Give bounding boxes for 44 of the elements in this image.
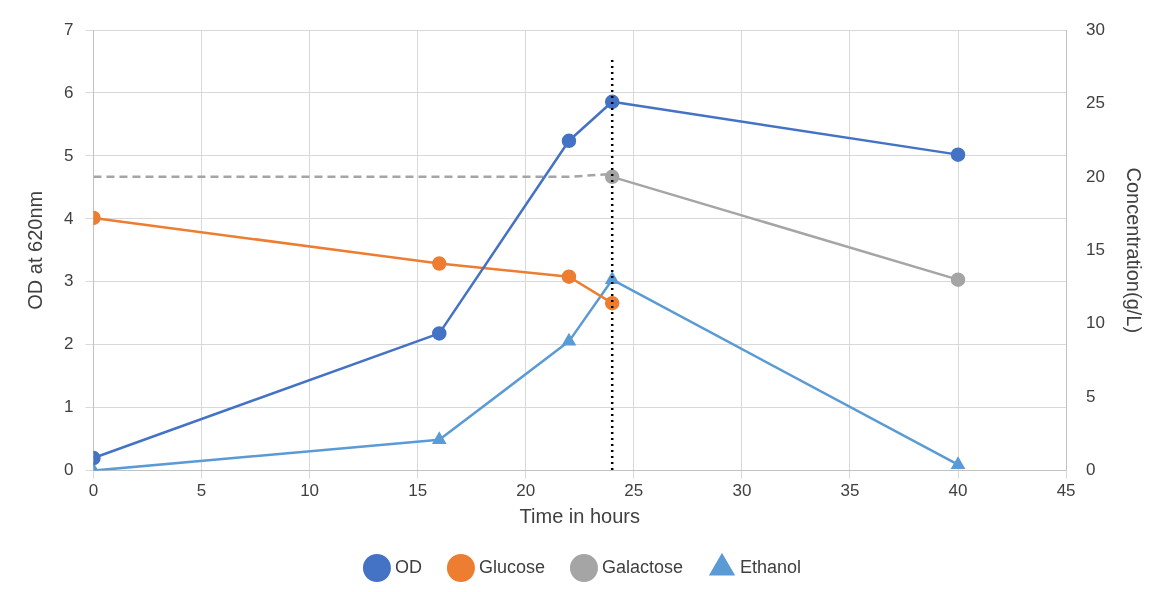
y-tick-label: 6 (63, 82, 74, 102)
y2-tick-label: 0 (1086, 460, 1096, 480)
x-axis-title: Time in hours (519, 504, 640, 527)
y-tick-label: 5 (63, 145, 74, 165)
point (604, 295, 620, 311)
y-tick-label: 2 (63, 334, 74, 354)
y-tick-label: 3 (63, 271, 74, 291)
y-tick-label: 0 (63, 460, 74, 480)
x-tick-label: 30 (732, 481, 752, 501)
x-tick-label: 40 (948, 481, 968, 501)
point (561, 269, 577, 284)
x-tick-label: 25 (624, 481, 644, 501)
y2-tick-label: 5 (1086, 386, 1096, 406)
legend-label: Galactose (601, 556, 684, 577)
y-tick-label: 1 (63, 397, 74, 417)
point (432, 256, 447, 271)
x-tick-label: 15 (408, 481, 428, 501)
x-tick-label: 20 (516, 481, 536, 501)
point (604, 94, 620, 110)
point (561, 133, 577, 149)
y-tick-label: 7 (63, 19, 74, 39)
y2-tick-label: 30 (1086, 19, 1106, 39)
x-tick-label: 0 (88, 481, 99, 501)
y2-tick-label: 20 (1086, 166, 1106, 186)
point (950, 147, 966, 162)
legend-label: Glucose (478, 556, 545, 577)
point (951, 457, 965, 469)
legend-label: OD (394, 556, 422, 577)
x-tick-label: 5 (196, 481, 207, 501)
y2-tick-label: 10 (1086, 313, 1106, 333)
point (950, 272, 966, 287)
point (432, 432, 446, 445)
y-tick-label: 4 (63, 208, 74, 228)
legend-label: Ethanol (740, 556, 802, 577)
point (604, 169, 620, 185)
point (432, 326, 447, 341)
point (562, 334, 576, 346)
y-axis-title: OD at 620nm (23, 190, 46, 310)
x-tick-label: 35 (840, 481, 860, 501)
x-tick-label: 45 (1056, 481, 1076, 501)
y2-axis-title: Concentration(g/L) (1123, 167, 1146, 334)
x-tick-label: 10 (300, 481, 320, 501)
y2-tick-label: 15 (1086, 239, 1106, 259)
y2-tick-label: 25 (1086, 93, 1106, 113)
